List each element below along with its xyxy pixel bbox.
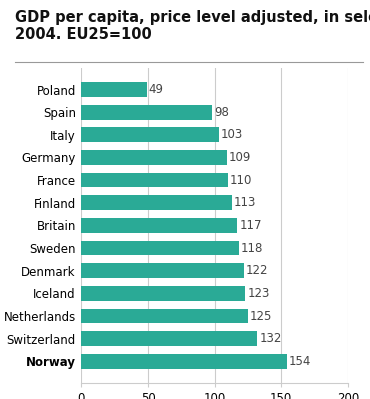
Text: 117: 117 bbox=[239, 219, 262, 232]
Text: 118: 118 bbox=[240, 241, 263, 255]
Bar bbox=[81, 263, 244, 278]
Bar bbox=[81, 241, 239, 255]
Text: 125: 125 bbox=[250, 310, 272, 322]
Bar bbox=[81, 105, 212, 120]
Text: 154: 154 bbox=[289, 355, 311, 368]
Text: 132: 132 bbox=[259, 332, 282, 345]
Text: 110: 110 bbox=[230, 174, 252, 187]
Bar bbox=[81, 196, 232, 210]
Bar bbox=[81, 331, 257, 346]
Bar bbox=[81, 286, 245, 301]
Text: GDP per capita, price level adjusted, in selected countries.
2004. EU25=100: GDP per capita, price level adjusted, in… bbox=[15, 10, 370, 42]
Bar bbox=[81, 218, 237, 233]
Text: 98: 98 bbox=[214, 106, 229, 119]
Text: 123: 123 bbox=[247, 287, 270, 300]
Bar bbox=[81, 354, 286, 369]
Text: 49: 49 bbox=[149, 83, 164, 96]
Bar bbox=[81, 173, 228, 188]
Text: 103: 103 bbox=[221, 128, 243, 141]
Text: 122: 122 bbox=[246, 264, 268, 277]
Bar bbox=[81, 82, 147, 97]
Text: 113: 113 bbox=[234, 196, 256, 209]
Bar bbox=[81, 127, 219, 142]
Bar bbox=[81, 309, 248, 324]
Bar bbox=[81, 150, 226, 165]
Text: 109: 109 bbox=[229, 151, 251, 164]
